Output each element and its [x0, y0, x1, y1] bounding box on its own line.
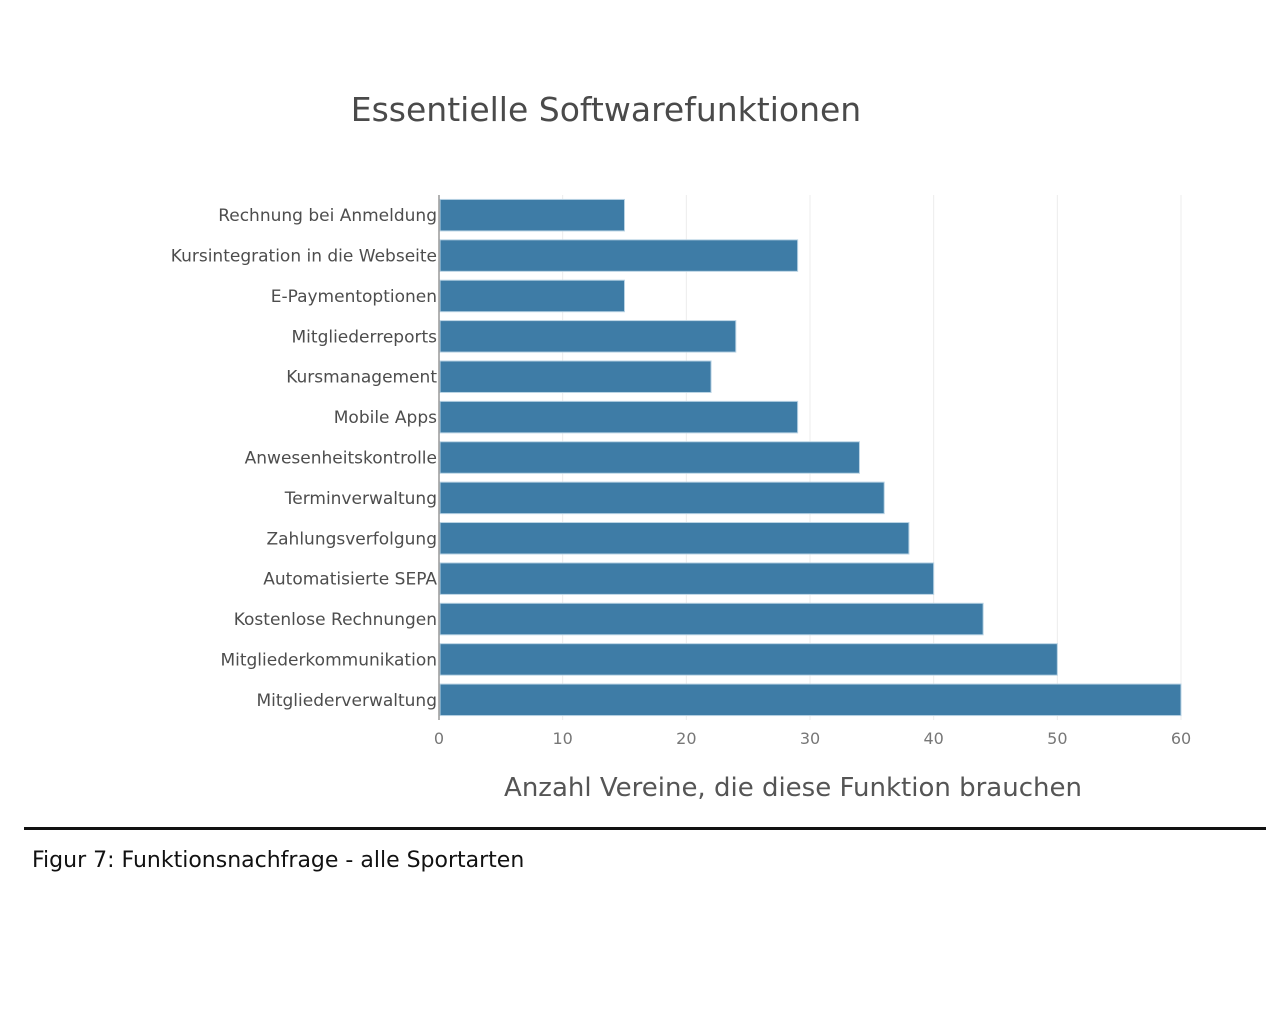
category-label: Kursmanagement — [286, 368, 437, 388]
figure-caption: Figur 7: Funktionsnachfrage - alle Sport… — [32, 848, 525, 873]
category-label: Zahlungsverfolgung — [266, 529, 437, 549]
bar — [439, 279, 625, 313]
x-tick-label: 50 — [1047, 729, 1067, 748]
chart-title: Essentielle Softwarefunktionen — [351, 90, 861, 129]
bar — [439, 441, 860, 474]
x-tick-label: 20 — [676, 729, 696, 748]
category-label: Mitgliederreports — [292, 327, 438, 347]
category-label: Anwesenheitskontrolle — [245, 449, 437, 469]
caption-divider — [24, 827, 1266, 830]
category-label: Automatisierte SEPA — [263, 570, 437, 590]
x-tick-label: 10 — [552, 729, 572, 748]
category-label: Rechnung bei Anmeldung — [218, 206, 437, 226]
bar — [439, 522, 910, 555]
bar — [439, 400, 799, 434]
category-label: Kostenlose Rechnungen — [234, 610, 437, 630]
category-label: Mitgliederkommunikation — [220, 650, 437, 670]
category-label: Terminverwaltung — [284, 489, 437, 509]
bar — [439, 683, 1182, 717]
category-label: Kursintegration in die Webseite — [171, 247, 437, 267]
bar — [439, 602, 984, 636]
bar — [439, 239, 799, 272]
bar-chart: Essentielle Softwarefunktionen Rechnung … — [171, 90, 1191, 803]
category-label: E-Paymentoptionen — [271, 287, 437, 307]
x-tick-label: 40 — [923, 729, 943, 748]
x-tick-label: 30 — [800, 729, 820, 748]
bar — [439, 360, 712, 393]
bar — [439, 562, 935, 595]
x-tick-label: 60 — [1171, 729, 1191, 748]
x-tick-label: 0 — [434, 729, 444, 748]
bar — [439, 198, 625, 232]
category-labels: Rechnung bei Anmeldung Kursintegration in… — [171, 206, 438, 711]
x-axis-title: Anzahl Vereine, die diese Funktion brauc… — [504, 773, 1082, 803]
bar — [439, 320, 737, 353]
category-label: Mitgliederverwaltung — [256, 691, 437, 711]
bars — [439, 198, 1182, 717]
bar — [439, 643, 1058, 676]
category-label: Mobile Apps — [334, 408, 437, 428]
x-tick-labels: 0 10 20 30 40 50 60 — [434, 729, 1191, 748]
bar — [439, 481, 885, 515]
